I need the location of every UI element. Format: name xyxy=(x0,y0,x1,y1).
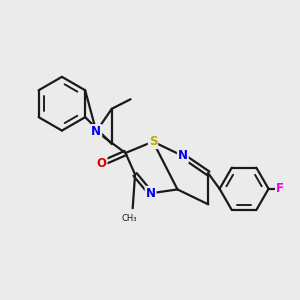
Text: N: N xyxy=(178,149,188,163)
Text: N: N xyxy=(146,187,156,200)
Text: N: N xyxy=(91,125,101,138)
Text: O: O xyxy=(97,157,106,170)
Text: CH₃: CH₃ xyxy=(121,214,137,223)
Text: F: F xyxy=(276,182,284,195)
Text: S: S xyxy=(149,135,157,148)
